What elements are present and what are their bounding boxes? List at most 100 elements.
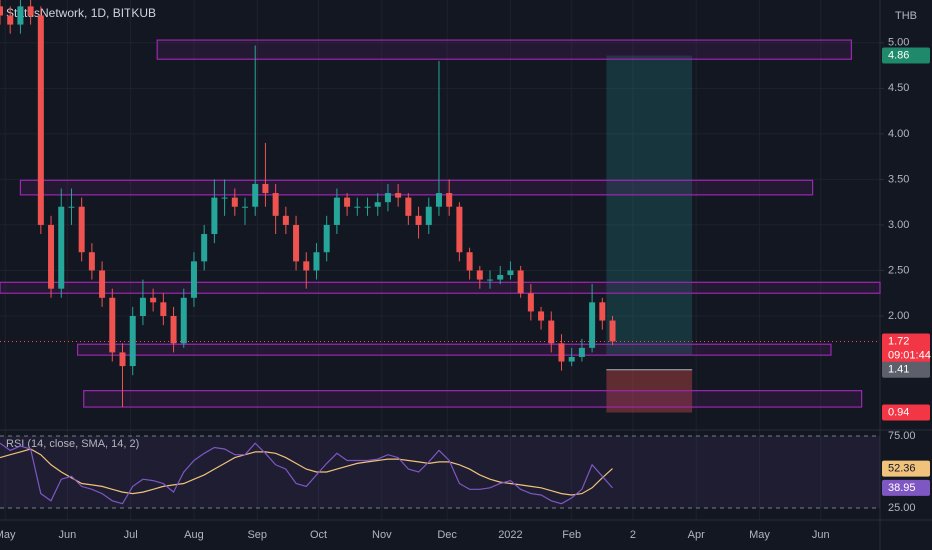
candle-body xyxy=(548,320,555,344)
candle-body xyxy=(150,297,157,303)
candle-body xyxy=(58,206,65,289)
candle-body xyxy=(180,297,187,344)
last-price-label: 1.72 xyxy=(888,335,909,347)
candle-body xyxy=(262,183,269,194)
candle-body xyxy=(242,206,249,208)
candle-body xyxy=(272,193,279,216)
x-tick-label: 2022 xyxy=(498,529,522,541)
x-tick-label: May xyxy=(749,529,770,541)
profit-zone xyxy=(606,55,693,356)
candle-body xyxy=(374,202,381,207)
candle-body xyxy=(507,270,514,276)
zone xyxy=(83,390,863,408)
rsi-line xyxy=(0,448,613,496)
x-tick-label: Aug xyxy=(184,529,204,541)
candle-body xyxy=(517,270,524,294)
candle-body xyxy=(589,302,596,348)
candle-body xyxy=(88,252,95,271)
x-tick-label: Apr xyxy=(688,529,705,541)
x-tick-label: Jul xyxy=(124,529,138,541)
x-tick-label: Feb xyxy=(562,529,581,541)
target-label: 4.86 xyxy=(888,49,909,61)
candle-body xyxy=(68,206,75,208)
candle-body xyxy=(538,311,545,321)
y-tick-label: 25.00 xyxy=(888,502,916,514)
candle-body xyxy=(0,6,3,16)
candle-body xyxy=(139,297,146,316)
candle-body xyxy=(170,315,177,344)
candle-body xyxy=(487,279,494,281)
x-tick-label: Jun xyxy=(59,529,77,541)
y-tick-label: 3.50 xyxy=(888,173,909,185)
zone xyxy=(0,281,881,294)
candle-body xyxy=(303,261,310,271)
currency[interactable]: THB xyxy=(895,10,917,22)
stop-label: 0.94 xyxy=(888,406,909,418)
target-label-bg xyxy=(882,47,930,64)
candle-body xyxy=(415,215,422,225)
rsi-value-bg xyxy=(882,460,930,477)
stop-top-label: 1.41 xyxy=(888,364,909,376)
y-tick-label: 2.50 xyxy=(888,264,909,276)
rsi-value-label: 38.95 xyxy=(888,482,916,494)
candle-body xyxy=(160,302,167,316)
candle-body xyxy=(282,215,289,225)
candle-body xyxy=(99,270,106,298)
rsi-band xyxy=(0,436,880,508)
zone xyxy=(156,39,853,60)
candle-body xyxy=(293,224,300,262)
candle-body xyxy=(435,193,442,207)
x-tick-label: May xyxy=(0,529,16,541)
candle-body xyxy=(527,293,534,312)
y-tick-label: 4.50 xyxy=(888,82,909,94)
candle-body xyxy=(384,193,391,203)
rsi-line xyxy=(0,442,613,505)
candle-body xyxy=(7,15,14,25)
candle-body xyxy=(201,234,208,262)
candle-body xyxy=(558,343,565,362)
stop-top-label-bg xyxy=(882,361,930,378)
candle-body xyxy=(27,6,34,16)
countdown: 09:01:44 xyxy=(888,349,931,361)
candle-body xyxy=(37,15,44,225)
x-tick-label: Nov xyxy=(372,529,392,541)
rsi-value-label: 52.36 xyxy=(888,463,916,475)
candle-body xyxy=(78,206,85,253)
candle-body xyxy=(211,197,218,235)
candle-body xyxy=(599,302,606,321)
candle-body xyxy=(231,197,238,207)
candle-body xyxy=(333,197,340,225)
last-price-label-bg xyxy=(882,333,930,364)
candle-body xyxy=(17,6,24,25)
indicator-title: RSI (14, close, SMA, 14, 2) xyxy=(6,438,139,450)
candle-body xyxy=(425,206,432,225)
candle-body xyxy=(323,224,330,253)
y-tick-label: 75.00 xyxy=(888,430,916,442)
candle-body xyxy=(466,252,473,271)
candle-body xyxy=(221,197,228,199)
y-tick-label: 2.00 xyxy=(888,310,909,322)
candle-body xyxy=(354,206,361,208)
x-tick-label: Oct xyxy=(310,529,327,541)
x-tick-label: 2 xyxy=(630,529,636,541)
y-tick-label: 3.00 xyxy=(888,219,909,231)
candle-body xyxy=(109,297,116,353)
candle-body xyxy=(313,252,320,271)
candle-body xyxy=(456,206,463,253)
candle-body xyxy=(48,224,55,289)
zone xyxy=(76,343,832,356)
x-tick-label: Dec xyxy=(437,529,457,541)
candle-body xyxy=(497,275,504,280)
candle-body xyxy=(252,183,259,207)
stop-label-bg xyxy=(882,404,930,421)
candle-body xyxy=(446,193,453,207)
candle-body xyxy=(190,261,197,298)
candle-body xyxy=(119,352,126,367)
x-tick-label: Sep xyxy=(247,529,267,541)
zone xyxy=(19,179,814,196)
candle-body xyxy=(568,356,575,362)
candle-body xyxy=(578,347,585,357)
candle-body xyxy=(609,320,616,342)
candle-body xyxy=(405,197,412,216)
